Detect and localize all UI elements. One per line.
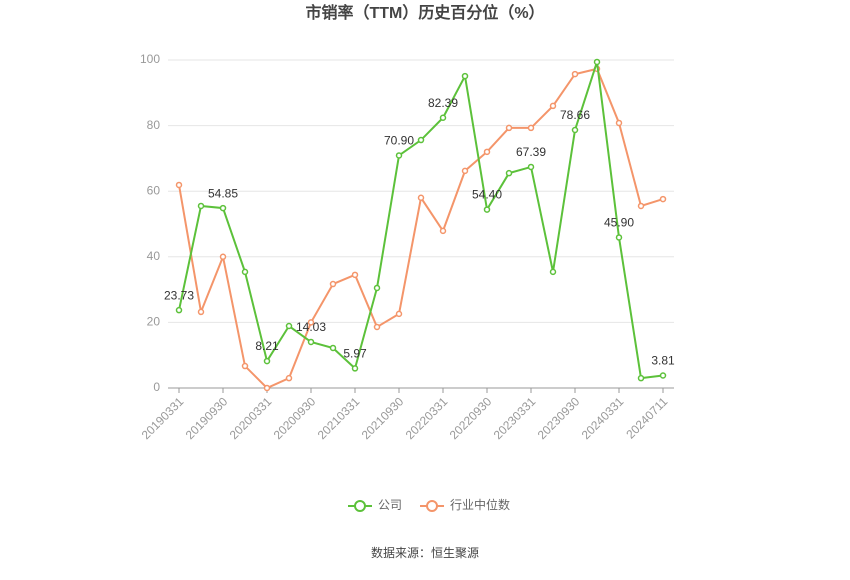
data-point	[549, 102, 557, 110]
data-point	[505, 124, 513, 132]
chart-title: 市销率（TTM）历史百分位（%）	[305, 3, 544, 22]
data-point	[285, 374, 293, 382]
x-tick-label: 20240711	[623, 394, 670, 441]
data-point	[395, 310, 403, 318]
data-point	[219, 253, 227, 261]
data-label: 78.66	[560, 108, 590, 122]
data-point	[659, 195, 667, 203]
data-point	[329, 280, 337, 288]
data-point	[593, 58, 601, 66]
data-point	[505, 169, 513, 177]
data-point	[483, 206, 491, 213]
y-tick-label: 100	[140, 52, 160, 66]
data-point	[417, 136, 425, 144]
data-point	[263, 384, 271, 392]
data-point	[395, 152, 403, 159]
data-point	[329, 344, 337, 352]
data-point	[637, 202, 645, 210]
data-label: 67.39	[516, 145, 546, 159]
data-point	[549, 268, 557, 276]
data-label: 70.90	[384, 134, 414, 148]
data-point	[307, 319, 315, 326]
data-label: 5.97	[343, 347, 367, 361]
data-point	[285, 322, 293, 330]
y-tick-label: 20	[147, 315, 161, 329]
series-line	[178, 67, 664, 390]
y-tick-label: 60	[147, 183, 161, 197]
data-point	[197, 202, 205, 210]
data-point	[571, 126, 579, 134]
legend-marker	[426, 500, 439, 512]
data-point	[241, 268, 249, 276]
data-point	[351, 365, 359, 372]
y-tick-label: 0	[153, 380, 160, 394]
data-point	[241, 362, 249, 370]
x-tick-label: 20240331	[579, 394, 627, 442]
data-point	[307, 338, 315, 346]
data-label: 23.73	[164, 288, 194, 302]
series-line	[178, 61, 664, 380]
data-point	[483, 148, 491, 156]
source: 数据来源：恒生聚源	[371, 545, 479, 560]
data-point	[219, 204, 227, 212]
legend-label: 行业中位数	[450, 497, 510, 512]
data-label: 82.39	[428, 96, 458, 110]
y-tick-label: 80	[147, 118, 161, 132]
data-label: 45.90	[604, 216, 634, 230]
data-label: 14.03	[296, 320, 326, 334]
data-point	[615, 119, 623, 127]
data-point	[417, 194, 425, 202]
data-point	[527, 124, 535, 132]
x-tick-label: 20220930	[447, 394, 495, 442]
data-point	[637, 374, 645, 382]
data-point	[615, 234, 623, 241]
data-point	[175, 181, 183, 189]
data-label: 54.40	[472, 188, 502, 202]
legend-label: 公司	[378, 498, 402, 512]
data-point	[439, 227, 447, 235]
data-point	[659, 372, 667, 379]
data-point	[373, 284, 381, 292]
x-tick-label: 20200930	[271, 394, 319, 442]
x-tick-label: 20230331	[491, 394, 539, 442]
data-point	[527, 163, 535, 171]
x-tick-label: 20210930	[359, 394, 407, 442]
data-point	[461, 72, 469, 80]
x-tick-label: 20230930	[535, 394, 583, 442]
x-tick-label: 20220331	[403, 394, 451, 442]
data-label: 54.85	[208, 186, 238, 200]
x-tick-label: 20210331	[315, 394, 363, 442]
data-point	[197, 308, 205, 316]
legend-marker	[354, 500, 366, 512]
data-point	[263, 357, 271, 365]
data-point	[373, 323, 381, 331]
x-tick-label: 20190331	[139, 394, 187, 442]
data-point	[571, 70, 579, 78]
data-point	[461, 167, 469, 175]
data-label: 8.21	[255, 339, 279, 353]
data-point	[351, 271, 359, 279]
y-tick-label: 40	[147, 249, 161, 263]
data-point	[439, 114, 447, 122]
x-tick-label: 20190930	[183, 394, 231, 442]
x-tick-label: 20200331	[227, 394, 275, 442]
data-label: 3.81	[651, 354, 675, 368]
data-point	[175, 306, 183, 314]
